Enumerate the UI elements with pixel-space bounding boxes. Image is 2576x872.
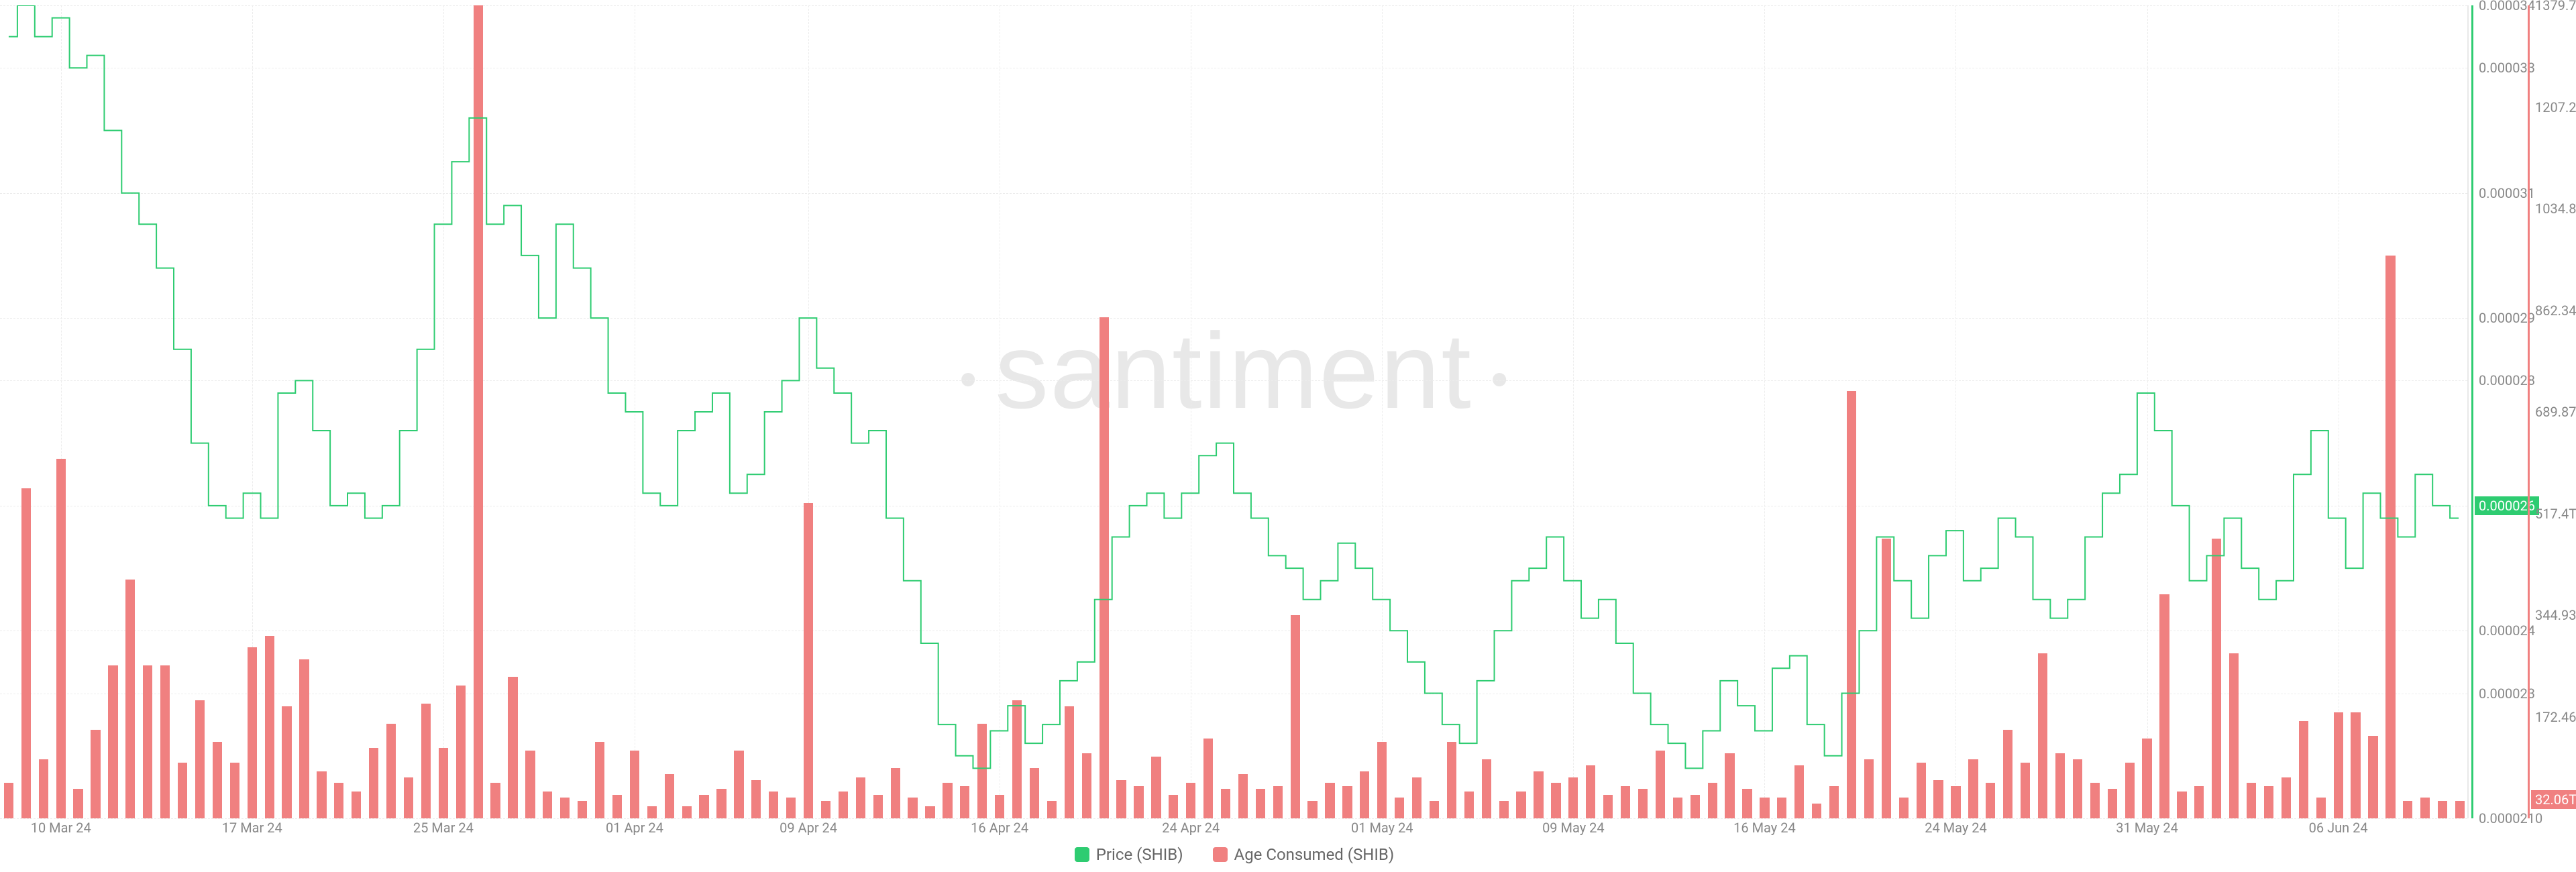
y-tick-age: 344.93T bbox=[2535, 607, 2576, 623]
y-axis-price: 0.0000210.0000230.0000240.0000260.000028… bbox=[2471, 5, 2525, 818]
y-tick-price: 0.000021 bbox=[2479, 810, 2535, 826]
y-tick-age: 517.4T bbox=[2535, 506, 2576, 522]
legend-item-age[interactable]: Age Consumed (SHIB) bbox=[1213, 845, 1395, 864]
y-tick-price: 0.000031 bbox=[2479, 185, 2535, 201]
x-tick: 17 Mar 24 bbox=[222, 820, 282, 836]
y-tick-age: 1034.81T bbox=[2535, 201, 2576, 217]
plot-area[interactable]: santiment bbox=[0, 5, 2469, 818]
x-tick: 25 Mar 24 bbox=[413, 820, 474, 836]
x-tick: 09 Apr 24 bbox=[780, 820, 837, 836]
y-tick-price: 0.000034 bbox=[2479, 0, 2535, 13]
legend: Price (SHIB) Age Consumed (SHIB) bbox=[0, 845, 2469, 865]
x-tick: 31 May 24 bbox=[2116, 820, 2178, 836]
y-tick-age: 689.87T bbox=[2535, 404, 2576, 420]
y-tick-price: 0.000024 bbox=[2479, 622, 2535, 639]
x-tick: 16 Apr 24 bbox=[971, 820, 1028, 836]
legend-label-price: Price (SHIB) bbox=[1096, 845, 1183, 864]
x-tick: 09 May 24 bbox=[1542, 820, 1605, 836]
age-current-badge: 32.06T bbox=[2531, 790, 2576, 809]
y-tick-price: 0.000029 bbox=[2479, 310, 2535, 326]
y-tick-age: 1207.28T bbox=[2535, 99, 2576, 115]
x-tick: 01 May 24 bbox=[1351, 820, 1413, 836]
x-tick: 10 Mar 24 bbox=[31, 820, 91, 836]
y-axis-age: 0172.46T344.93T517.4T689.87T862.34T1034.… bbox=[2528, 5, 2576, 818]
x-tick: 01 Apr 24 bbox=[606, 820, 663, 836]
x-axis: 10 Mar 24 17 Mar 24 25 Mar 24 01 Apr 24 09 A… bbox=[0, 820, 2469, 840]
y-tick-price: 0.000023 bbox=[2479, 686, 2535, 702]
legend-swatch-age bbox=[1213, 847, 1228, 862]
legend-item-price[interactable]: Price (SHIB) bbox=[1075, 845, 1183, 864]
price-line bbox=[0, 5, 2467, 818]
x-tick: 24 Apr 24 bbox=[1162, 820, 1220, 836]
legend-swatch-price bbox=[1075, 847, 1089, 862]
chart-container: santiment 0.0000210.0000230.0000240.0000… bbox=[0, 0, 2576, 872]
y-tick-price: 0.000028 bbox=[2479, 372, 2535, 388]
y-tick-age: 1379.75T bbox=[2535, 0, 2576, 13]
x-tick: 24 May 24 bbox=[1925, 820, 1987, 836]
x-tick: 06 Jun 24 bbox=[2309, 820, 2368, 836]
y-tick-age: 862.34T bbox=[2535, 303, 2576, 319]
x-tick: 16 May 24 bbox=[1733, 820, 1796, 836]
legend-label-age: Age Consumed (SHIB) bbox=[1234, 845, 1395, 864]
y-tick-price: 0.000033 bbox=[2479, 60, 2535, 76]
y-tick-age: 172.46T bbox=[2535, 709, 2576, 725]
y-tick-age: 0 bbox=[2535, 810, 2542, 826]
